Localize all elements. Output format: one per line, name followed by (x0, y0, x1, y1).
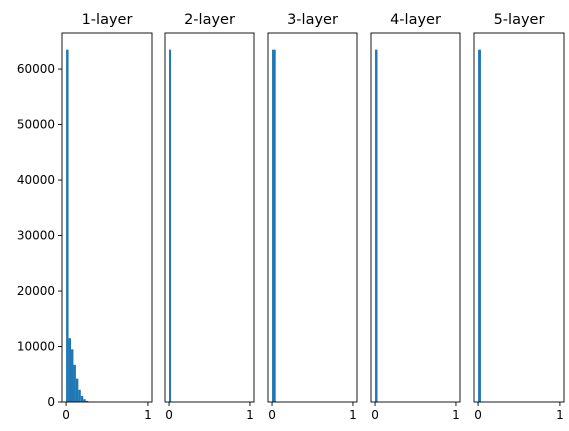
subplot-title: 1-layer (82, 12, 133, 28)
x-tick-label: 0 (474, 408, 482, 422)
y-tick-label: 20000 (17, 284, 55, 298)
axes-frame (370, 32, 461, 403)
subplot-title: 2-layer (184, 12, 235, 28)
histogram-bar (75, 378, 79, 402)
axes-frame (164, 32, 255, 403)
x-tick-label: 1 (349, 408, 357, 422)
subplot-4: 4-layer 0 1 (370, 12, 461, 422)
histogram-bar (272, 49, 276, 403)
histogram-bar (73, 364, 76, 402)
subplot-5: 5-layer 0 1 (473, 12, 565, 422)
histogram-bar (375, 49, 378, 403)
y-tick-label: 60000 (17, 62, 55, 76)
x-tick-label: 0 (371, 408, 379, 422)
x-tick-label: 1 (556, 408, 564, 422)
histogram-bar (85, 400, 89, 402)
histogram-bar (478, 49, 481, 403)
y-tick-label: 0 (47, 395, 55, 409)
histogram-bar (80, 395, 84, 402)
subplot-title: 4-layer (390, 12, 441, 28)
histogram-bar (169, 49, 172, 403)
histogram-bar (83, 399, 86, 402)
axes-frame (473, 32, 565, 403)
subplot-2: 2-layer 0 1 (164, 12, 255, 422)
histogram-bar (68, 338, 71, 402)
subplot-title: 3-layer (287, 12, 338, 28)
y-tick-label: 40000 (17, 173, 55, 187)
y-tick-label: 10000 (17, 340, 55, 354)
x-tick-label: 1 (144, 408, 152, 422)
x-tick-label: 1 (452, 408, 460, 422)
histogram-bar (66, 49, 69, 403)
x-tick-label: 0 (62, 408, 70, 422)
axes-frame (267, 32, 358, 403)
subplot-1: 1-layer 0 1 0 10000 20000 30000 40000 50000 60000 (17, 12, 153, 422)
axes-frame (61, 32, 153, 403)
histogram-bar (78, 389, 81, 402)
x-tick-label: 0 (268, 408, 276, 422)
x-tick-label: 1 (246, 408, 254, 422)
subplot-3: 3-layer 0 1 (267, 12, 358, 422)
y-tick-label: 30000 (17, 229, 55, 243)
histogram-bar (71, 349, 74, 402)
subplot-title: 5-layer (494, 12, 545, 28)
x-tick-label: 0 (165, 408, 173, 422)
y-tick-label: 50000 (17, 118, 55, 132)
